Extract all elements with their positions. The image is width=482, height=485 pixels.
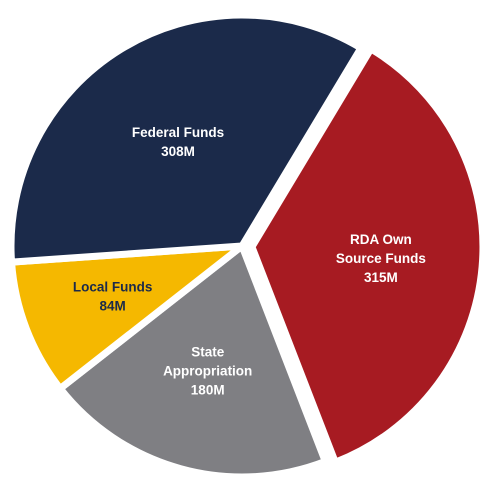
slice-value-label: 180M bbox=[191, 383, 225, 398]
slice-label-line: Local Funds bbox=[73, 279, 153, 294]
pie-slice-federal-funds bbox=[7, 11, 365, 266]
slice-label-line: RDA Own bbox=[350, 232, 412, 247]
slice-value-label: 84M bbox=[100, 298, 126, 313]
slice-label-line: Federal Funds bbox=[132, 125, 224, 140]
slice-label-line: Source Funds bbox=[336, 251, 426, 266]
pie-slice-state-appropriation bbox=[56, 242, 329, 481]
slice-label-state-appropriation: State Appropriation 180M bbox=[163, 345, 252, 398]
slice-value-label: 308M bbox=[161, 144, 195, 159]
pie-slices bbox=[7, 11, 482, 481]
pie-slice-rda-own-source-funds bbox=[248, 45, 482, 466]
pie-labels: RDA Own Source Funds 315M State Appropriatio… bbox=[73, 125, 426, 398]
slice-label-line: Appropriation bbox=[163, 364, 252, 379]
slice-value-label: 315M bbox=[364, 270, 398, 285]
pie-slice-local-funds bbox=[8, 242, 246, 393]
slice-label-rda-own-source-funds: RDA Own Source Funds 315M bbox=[336, 232, 426, 285]
slice-label-line: State bbox=[191, 345, 225, 360]
slice-label-federal-funds: Federal Funds 308M bbox=[132, 125, 224, 159]
slice-label-local-funds: Local Funds 84M bbox=[73, 279, 153, 313]
